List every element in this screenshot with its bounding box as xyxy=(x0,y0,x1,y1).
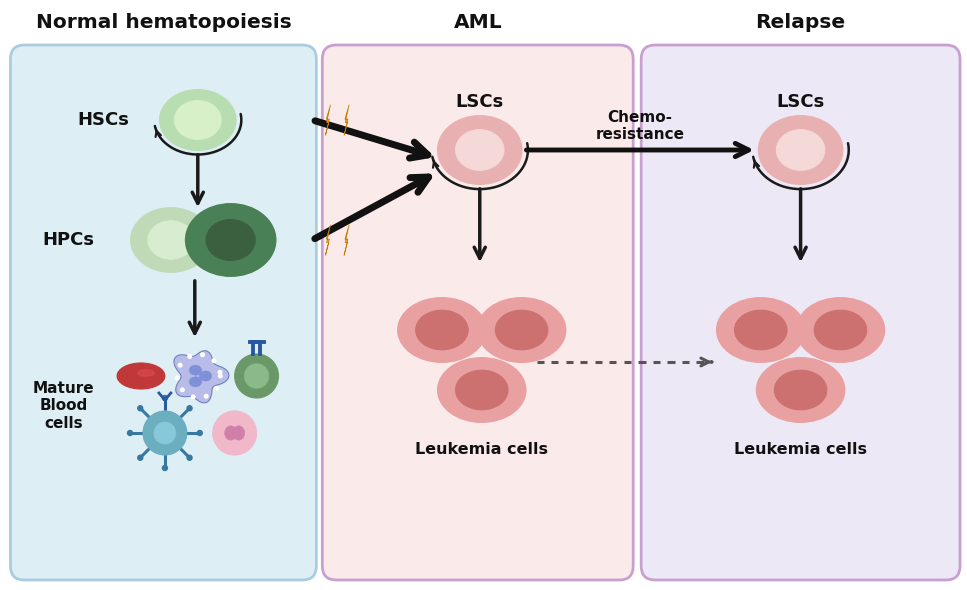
Text: HSCs: HSCs xyxy=(77,111,129,129)
Polygon shape xyxy=(174,350,229,403)
Ellipse shape xyxy=(160,90,236,150)
Text: Relapse: Relapse xyxy=(755,12,846,31)
FancyBboxPatch shape xyxy=(322,45,633,580)
Ellipse shape xyxy=(455,130,504,171)
Circle shape xyxy=(187,455,192,460)
Circle shape xyxy=(219,371,221,374)
Ellipse shape xyxy=(206,219,255,261)
Circle shape xyxy=(176,376,179,380)
Ellipse shape xyxy=(186,204,276,276)
Ellipse shape xyxy=(235,354,278,398)
Circle shape xyxy=(201,353,204,356)
Text: Normal hematopoiesis: Normal hematopoiesis xyxy=(36,12,291,31)
FancyBboxPatch shape xyxy=(641,45,960,580)
Circle shape xyxy=(212,359,216,362)
Circle shape xyxy=(162,395,167,401)
Ellipse shape xyxy=(777,130,825,171)
Text: HPCs: HPCs xyxy=(43,231,94,249)
Text: Leukemia cells: Leukemia cells xyxy=(734,442,867,457)
Circle shape xyxy=(178,363,182,367)
Text: Chemo-
resistance: Chemo- resistance xyxy=(596,110,685,142)
Text: LSCs: LSCs xyxy=(777,93,825,111)
Circle shape xyxy=(162,466,167,470)
Ellipse shape xyxy=(717,298,805,362)
Polygon shape xyxy=(344,104,349,135)
Ellipse shape xyxy=(117,363,165,389)
Text: Leukemia cells: Leukemia cells xyxy=(415,442,548,457)
Text: AML: AML xyxy=(454,12,502,31)
Ellipse shape xyxy=(131,208,211,272)
Circle shape xyxy=(137,406,143,411)
Circle shape xyxy=(188,355,191,358)
Ellipse shape xyxy=(438,116,521,184)
Ellipse shape xyxy=(148,221,194,259)
Ellipse shape xyxy=(224,426,237,440)
FancyBboxPatch shape xyxy=(11,45,316,580)
Text: LSCs: LSCs xyxy=(455,93,504,111)
Ellipse shape xyxy=(137,370,155,376)
Ellipse shape xyxy=(735,310,787,350)
Circle shape xyxy=(154,422,176,444)
Circle shape xyxy=(204,395,208,398)
Circle shape xyxy=(181,388,184,392)
Ellipse shape xyxy=(757,358,844,422)
Polygon shape xyxy=(344,225,349,255)
Ellipse shape xyxy=(759,116,842,184)
Ellipse shape xyxy=(190,365,202,375)
Ellipse shape xyxy=(495,310,548,350)
Circle shape xyxy=(128,431,132,435)
Circle shape xyxy=(137,455,143,460)
Circle shape xyxy=(191,395,195,399)
Text: Mature
Blood
cells: Mature Blood cells xyxy=(33,381,94,431)
Ellipse shape xyxy=(478,298,566,362)
Ellipse shape xyxy=(398,298,485,362)
Ellipse shape xyxy=(190,377,202,387)
Ellipse shape xyxy=(213,411,256,455)
Ellipse shape xyxy=(416,310,468,350)
Ellipse shape xyxy=(233,426,245,440)
Ellipse shape xyxy=(455,370,508,410)
Polygon shape xyxy=(326,225,331,255)
Circle shape xyxy=(219,374,222,378)
Ellipse shape xyxy=(797,298,884,362)
Circle shape xyxy=(187,406,192,411)
Polygon shape xyxy=(326,104,331,135)
Ellipse shape xyxy=(199,371,212,381)
Ellipse shape xyxy=(245,363,269,388)
Ellipse shape xyxy=(775,370,827,410)
Ellipse shape xyxy=(814,310,866,350)
Circle shape xyxy=(215,386,219,390)
Circle shape xyxy=(143,411,187,455)
Ellipse shape xyxy=(174,100,221,139)
Circle shape xyxy=(197,431,202,435)
Ellipse shape xyxy=(438,358,526,422)
